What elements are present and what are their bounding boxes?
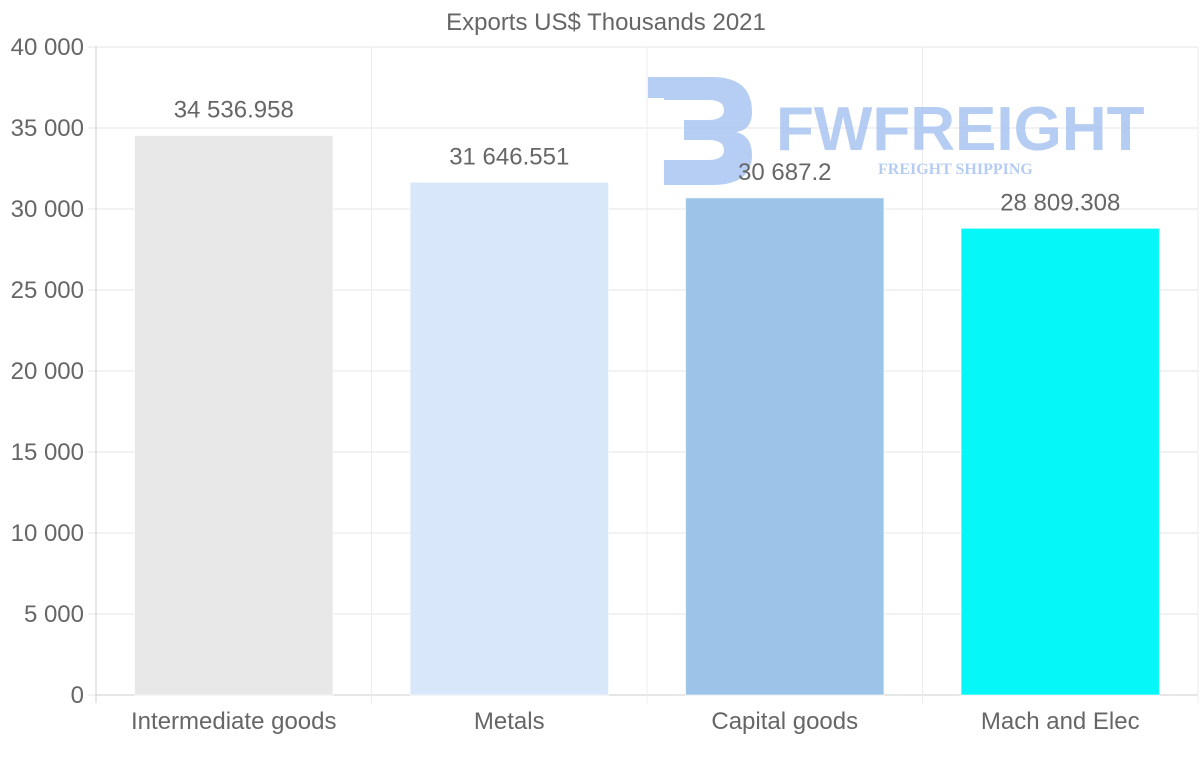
- chart-title: Exports US$ Thousands 2021: [446, 9, 766, 36]
- y-tick-label: 20 000: [11, 358, 84, 385]
- y-tick-label: 35 000: [11, 115, 84, 142]
- value-labels: 34 536.958 31 646.551 30 687.2 28 809.308: [174, 97, 1121, 217]
- y-axis: 0 5 000 10 000 15 000 20 000 25 000 30 000 35 0…: [11, 34, 84, 709]
- x-tick-label: Metals: [474, 708, 545, 735]
- y-tick-label: 0: [71, 682, 84, 709]
- bar[interactable]: [134, 135, 334, 696]
- watermark-tagline: FREIGHT SHIPPING: [878, 161, 1033, 178]
- watermark: FWFREIGHT FREIGHT SHIPPING: [648, 77, 1145, 185]
- bar[interactable]: [960, 227, 1160, 696]
- y-tick-label: 10 000: [11, 520, 84, 547]
- y-tick-label: 5 000: [24, 601, 84, 628]
- y-tick-label: 40 000: [11, 34, 84, 61]
- watermark-logo-icon: [648, 77, 752, 185]
- bar[interactable]: [409, 181, 609, 696]
- bar[interactable]: [685, 197, 885, 696]
- x-tick-label: Mach and Elec: [981, 708, 1140, 735]
- y-tick-label: 15 000: [11, 439, 84, 466]
- x-axis: Intermediate goods Metals Capital goods Mac…: [131, 708, 1140, 735]
- x-tick-label: Intermediate goods: [131, 708, 336, 735]
- x-tick-label: Capital goods: [711, 708, 858, 735]
- data-label: 34 536.958: [174, 97, 294, 124]
- data-label: 31 646.551: [449, 143, 569, 170]
- bars: [134, 135, 1160, 696]
- watermark-brand: FWFREIGHT: [776, 95, 1145, 164]
- y-tick-label: 25 000: [11, 277, 84, 304]
- data-label: 30 687.2: [738, 159, 831, 186]
- y-tick-label: 30 000: [11, 196, 84, 223]
- data-label: 28 809.308: [1000, 189, 1120, 216]
